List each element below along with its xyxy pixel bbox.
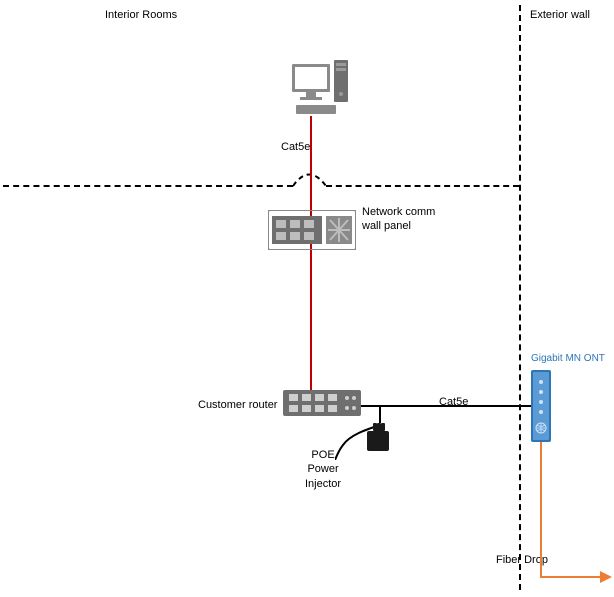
- label-cat5e-top: Cat5e: [281, 140, 310, 154]
- cable-to-ont-h: [381, 405, 531, 407]
- exterior-wall-dash: [519, 5, 521, 590]
- cable-cat5e-vertical: [310, 116, 312, 390]
- interior-wall-dash-left: [3, 185, 293, 187]
- cable-fiber-vertical: [540, 442, 542, 578]
- label-cat5e-right: Cat5e: [439, 395, 468, 409]
- label-network-panel: Network comm wall panel: [362, 205, 435, 234]
- ont-icon: [531, 370, 551, 442]
- label-exterior-wall: Exterior wall: [530, 8, 590, 22]
- label-customer-router: Customer router: [198, 398, 277, 412]
- label-ont: Gigabit MN ONT: [531, 352, 605, 365]
- router-icon: [283, 390, 361, 420]
- cable-fiber-horizontal: [540, 576, 602, 578]
- interior-wall-dash-right: [326, 185, 519, 187]
- network-panel-icon: [268, 210, 356, 250]
- label-interior-rooms: Interior Rooms: [105, 8, 177, 22]
- poe-injector-icon: [355, 423, 389, 455]
- fiber-arrowhead-icon: [600, 571, 612, 583]
- cable-router-to-injector-h: [361, 405, 381, 407]
- pc-icon: [290, 58, 350, 116]
